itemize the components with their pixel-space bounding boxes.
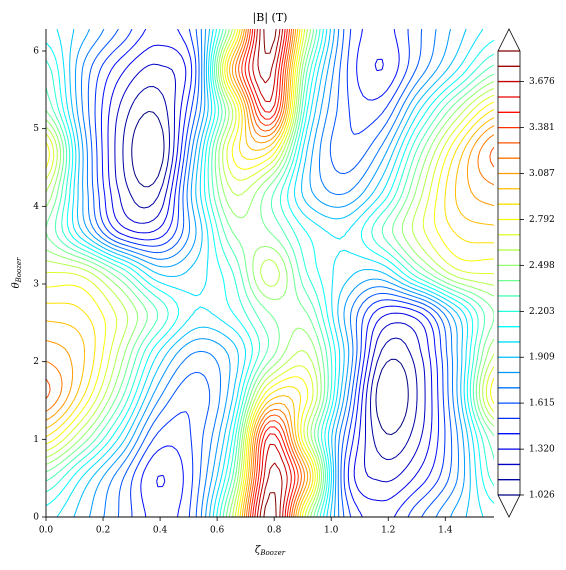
y-tick-label: 2	[33, 357, 39, 367]
x-label-symbol: ζ	[255, 545, 261, 556]
colorbar-tick-label: 3.087	[529, 169, 555, 179]
y-tick-label: 4	[33, 202, 39, 212]
y-tick-label: 5	[33, 124, 39, 134]
contour-line	[94, 29, 446, 517]
y-label-symbol: θ	[11, 282, 22, 288]
contour-line	[46, 29, 494, 517]
x-tick-label: 0.8	[267, 526, 282, 536]
contour-line	[241, 29, 299, 517]
contour-line	[131, 110, 409, 436]
contour-line	[244, 29, 296, 517]
contour-layer	[46, 29, 494, 517]
x-axis-label: ζBoozer	[255, 545, 286, 558]
contour-line	[56, 29, 484, 517]
x-tick-label: 0.6	[210, 526, 225, 536]
colorbar-body	[498, 51, 520, 495]
contour-line	[46, 29, 494, 517]
x-tick-label: 1.2	[381, 526, 395, 536]
x-tick-label: 0.0	[39, 526, 54, 536]
colorbar-tick-label: 2.498	[529, 261, 555, 271]
y-tick-label: 6	[33, 46, 39, 56]
colorbar-tick-label: 1.909	[529, 353, 555, 363]
contour-line	[252, 29, 288, 517]
x-label-subscript: Boozer	[259, 549, 285, 557]
contour-line	[107, 44, 433, 502]
contour-line	[46, 29, 494, 517]
colorbar-tick-label: 2.203	[529, 307, 555, 317]
contour-line	[114, 63, 426, 483]
y-tick-label: 1	[33, 435, 39, 445]
contour-line	[46, 29, 494, 517]
colorbar-tick-label: 1.615	[529, 399, 555, 409]
contour-line	[257, 29, 283, 517]
x-tick-label: 0.4	[153, 526, 168, 536]
contour-line	[248, 29, 292, 517]
colorbar-tick-label: 1.026	[529, 491, 555, 501]
contour-line	[46, 29, 494, 517]
y-tick-label: 3	[33, 279, 39, 289]
contour-line	[46, 29, 494, 517]
y-tick-label: 0	[33, 513, 39, 523]
colorbar-tick-label: 1.320	[529, 445, 555, 455]
contour-line	[46, 29, 494, 517]
x-tick-label: 1.0	[324, 526, 339, 536]
y-label-subscript: Boozer	[15, 257, 23, 283]
contour-line	[263, 29, 277, 517]
colorbar-tick-label: 3.381	[529, 123, 555, 133]
contour-line	[46, 29, 494, 517]
contour-line	[46, 29, 494, 517]
colorbar-tick-label: 3.676	[529, 77, 555, 87]
contour-line	[100, 29, 440, 517]
y-axis-label: θBoozer	[11, 257, 24, 288]
contour-line	[74, 29, 466, 517]
x-tick-label: 1.4	[438, 526, 453, 536]
chart-title: |B| (T)	[253, 11, 288, 25]
contour-line	[80, 29, 460, 517]
contour-line	[46, 29, 494, 517]
contour-line	[122, 85, 418, 461]
contour-line	[46, 29, 494, 517]
colorbar-tick-label: 2.792	[529, 215, 555, 225]
contour-line	[87, 29, 453, 517]
contour-line	[46, 29, 494, 517]
x-tick-label: 0.2	[96, 526, 110, 536]
contour-line	[46, 29, 494, 517]
